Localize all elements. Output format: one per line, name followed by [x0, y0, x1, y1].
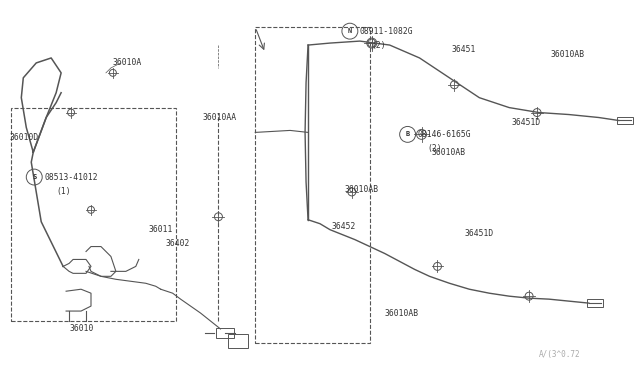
Bar — [228, 334, 248, 348]
Text: B: B — [406, 131, 410, 137]
Text: 36010: 36010 — [69, 324, 93, 333]
Text: A/(3^0.72: A/(3^0.72 — [540, 350, 581, 359]
Text: 36451: 36451 — [451, 45, 476, 54]
Text: (1): (1) — [56, 187, 71, 196]
Text: 36010AB: 36010AB — [431, 148, 466, 157]
Bar — [216, 328, 234, 338]
Text: 36010AB: 36010AB — [345, 186, 379, 195]
Bar — [12, 108, 175, 321]
Text: 36452: 36452 — [332, 222, 356, 231]
Text: 08146-6165G: 08146-6165G — [417, 130, 471, 139]
Text: S: S — [32, 174, 36, 180]
Text: (2): (2) — [428, 144, 442, 153]
Text: 08513-41012: 08513-41012 — [44, 173, 98, 182]
Text: 36010AA: 36010AA — [202, 113, 237, 122]
Text: 08911-1082G: 08911-1082G — [360, 27, 413, 36]
Text: 36402: 36402 — [166, 239, 190, 248]
Text: 36010A: 36010A — [113, 58, 142, 67]
Bar — [587, 299, 603, 307]
Text: 36011: 36011 — [148, 225, 173, 234]
Text: 36451D: 36451D — [465, 229, 493, 238]
Bar — [617, 116, 632, 125]
Bar — [255, 27, 370, 343]
Text: 36010AB: 36010AB — [385, 308, 419, 318]
Text: 36451D: 36451D — [511, 118, 540, 127]
Text: 36010AB: 36010AB — [551, 51, 585, 60]
Text: (2): (2) — [372, 41, 387, 49]
Text: N: N — [348, 28, 352, 34]
Text: 36010D: 36010D — [10, 133, 38, 142]
